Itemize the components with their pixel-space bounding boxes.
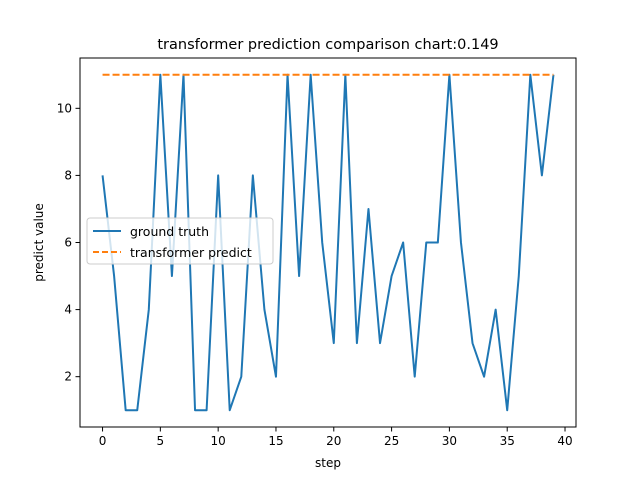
- x-tick-label: 5: [157, 434, 165, 448]
- x-tick-label: 15: [268, 434, 283, 448]
- y-axis-label: predict value: [32, 203, 46, 282]
- legend: ground truth transformer predict: [86, 217, 274, 265]
- y-tick-label: 8: [64, 168, 72, 182]
- series-line-ground-truth: [101, 73, 555, 412]
- x-tick-label: 20: [326, 434, 341, 448]
- legend-label-ground-truth: ground truth: [130, 224, 209, 239]
- x-tick-label: 30: [442, 434, 457, 448]
- y-tick-label: 10: [57, 101, 72, 115]
- x-axis-label: step: [315, 456, 341, 470]
- legend-box: [86, 217, 274, 265]
- x-tick-label: 40: [557, 434, 572, 448]
- y-axis-ticks: 2 4 6 8 10: [57, 101, 80, 384]
- x-tick-label: 0: [99, 434, 107, 448]
- legend-label-transformer-predict: transformer predict: [130, 245, 252, 260]
- y-tick-label: 4: [64, 303, 72, 317]
- x-tick-label: 35: [500, 434, 515, 448]
- y-tick-label: 6: [64, 236, 72, 250]
- chart-title: transformer prediction comparison chart:…: [157, 37, 498, 53]
- y-tick-label: 2: [64, 370, 72, 384]
- series-layer: [101, 73, 555, 412]
- x-axis-ticks: 0 5 10 15 20 25 30 35 40: [99, 427, 573, 448]
- x-tick-label: 10: [211, 434, 226, 448]
- x-tick-label: 25: [384, 434, 399, 448]
